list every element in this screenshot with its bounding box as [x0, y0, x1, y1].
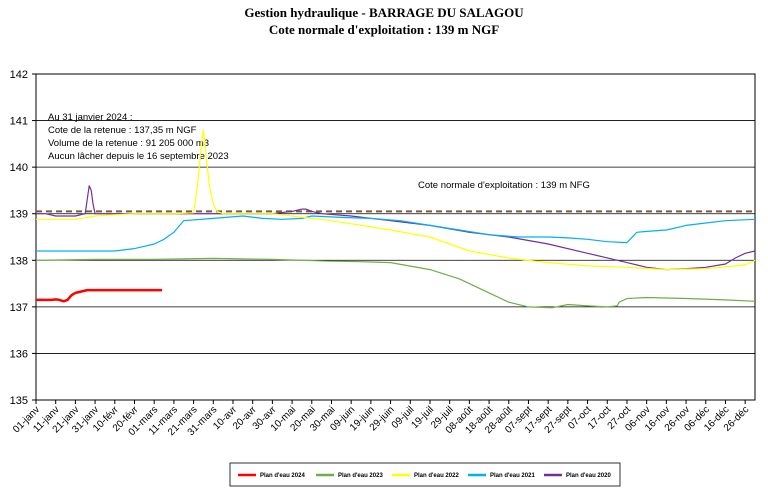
- annotation-line: Aucun lâcher depuis le 16 septembre 2023: [48, 151, 229, 162]
- reference-line-label: Cote normale d'exploitation : 139 m NFG: [418, 180, 590, 191]
- annotation-line: Volume de la retenue : 91 205 000 m3: [48, 138, 209, 149]
- y-tick-label: 138: [10, 255, 28, 267]
- legend-label: Plan d'eau 2024: [260, 473, 305, 479]
- series-line: [36, 288, 163, 303]
- legend-label: Plan d'eau 2022: [414, 473, 459, 479]
- legend-box: [229, 462, 621, 487]
- legend-label: Plan d'eau 2023: [338, 473, 383, 479]
- series-line: [35, 257, 756, 309]
- chart-subtitle: Cote normale d'exploitation : 139 m NGF: [268, 22, 500, 37]
- y-tick-label: 139: [10, 209, 28, 221]
- y-tick-label: 142: [10, 69, 28, 81]
- annotation-line: Cote de la retenue : 137,35 m NGF: [48, 125, 197, 136]
- legend-label: Plan d'eau 2021: [490, 473, 535, 479]
- y-tick-label: 135: [10, 395, 28, 407]
- legend-label: Plan d'eau 2020: [566, 473, 611, 479]
- plot-area: [35, 73, 756, 401]
- y-tick-label: 136: [10, 348, 28, 360]
- y-tick-label: 140: [10, 162, 28, 174]
- annotation-line: Au 31 janvier 2024 :: [48, 112, 133, 123]
- y-tick-label: 137: [10, 302, 28, 314]
- chart-title: Gestion hydraulique - BARRAGE DU SALAGOU: [244, 5, 524, 20]
- y-tick-label: 141: [10, 116, 28, 128]
- series-line: [36, 215, 756, 252]
- series-line: [36, 129, 756, 271]
